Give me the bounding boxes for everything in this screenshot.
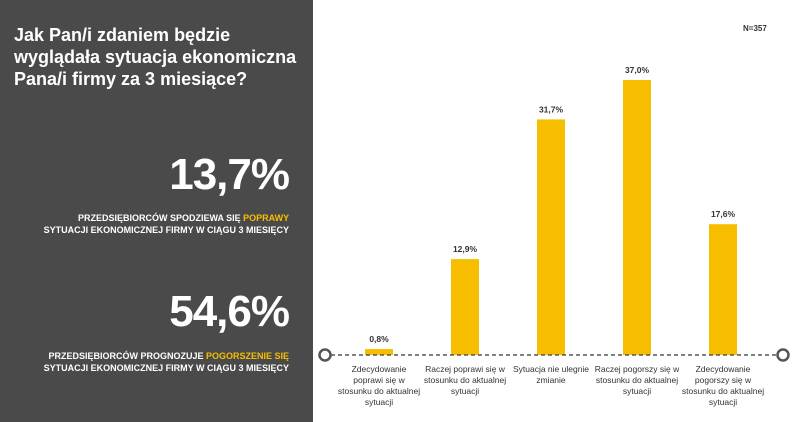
stat-worsening-desc-highlight: POGORSZENIE SIĘ (205, 351, 289, 361)
category-label-5: Zdecydowanie pogorszy się w stosunku do … (681, 364, 765, 407)
stat-improvement-value: 13,7% (169, 150, 290, 199)
category-label-2: Raczej poprawi się w stosunku do aktualn… (423, 364, 507, 396)
bar-chart-svg: 0,8% 12,9% 31,7% 37,0% 17,6% (318, 65, 790, 362)
bar-4 (623, 80, 651, 355)
category-label-1: Zdecydowanie poprawi się w stosunku do a… (337, 364, 421, 407)
category-label-4: Raczej pogorszy się w stosunku do aktual… (594, 364, 680, 396)
left-panel: Jak Pan/i zdaniem będzie wyglądała sytua… (0, 0, 313, 422)
data-label-1: 0,8% (369, 334, 389, 344)
data-label-4: 37,0% (625, 65, 650, 75)
axis-start-circle-icon (318, 348, 332, 362)
stat-improvement-desc-highlight: POPRAWY (243, 213, 289, 223)
data-label-2: 12,9% (453, 244, 478, 254)
stat-improvement-desc-after: SYTUACJI EKONOMICZNEJ FIRMY W CIĄGU 3 MI… (43, 225, 289, 235)
bar-3 (537, 119, 565, 355)
sample-size-label: N=357 (743, 24, 767, 33)
stat-improvement-desc-before: PRZEDSIĘBIORCÓW SPODZIEWA SIĘ (77, 213, 244, 223)
bar-2 (451, 259, 479, 355)
stat-worsening-desc-after: SYTUACJI EKONOMICZNEJ FIRMY W CIĄGU 3 MI… (43, 363, 289, 373)
bar-5 (709, 224, 737, 355)
category-label-3: Sytuacja nie ulegnie zmianie (512, 364, 590, 385)
axis-end-circle-icon (776, 348, 790, 362)
data-label-3: 31,7% (539, 104, 564, 114)
stat-worsening-value: 54,6% (169, 287, 290, 336)
bar-1 (365, 349, 393, 355)
stat-improvement-description: PRZEDSIĘBIORCÓW SPODZIEWA SIĘ POPRAWY SY… (39, 212, 289, 236)
bar-chart: 0,8% 12,9% 31,7% 37,0% 17,6% Zdecydowanie po… (313, 0, 800, 422)
stat-worsening-description: PRZEDSIĘBIORCÓW PROGNOZUJE POGORSZENIE S… (39, 350, 289, 374)
question-title: Jak Pan/i zdaniem będzie wyglądała sytua… (14, 25, 297, 89)
stat-worsening-desc-before: PRZEDSIĘBIORCÓW PROGNOZUJE (48, 351, 206, 361)
data-label-5: 17,6% (711, 209, 736, 219)
